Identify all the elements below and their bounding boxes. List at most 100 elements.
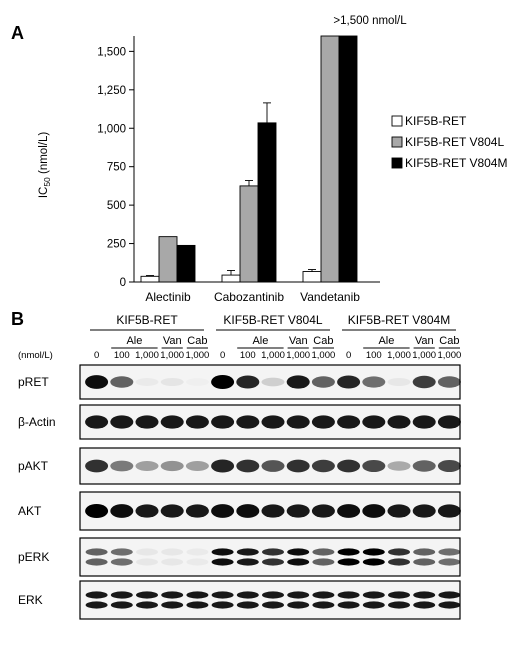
blot-band xyxy=(388,601,410,609)
blot-band xyxy=(437,376,461,388)
blot-band xyxy=(161,601,184,609)
y-axis-label-main: IC xyxy=(38,187,50,199)
blot-row-akt: AKT xyxy=(18,491,461,531)
dose-label: 1,000 xyxy=(160,350,184,361)
blot-rows: pRET β-Actin pAKT AKT pERK ERK xyxy=(18,364,461,620)
blot-band xyxy=(186,558,209,566)
blot-band xyxy=(312,601,335,609)
blot-band xyxy=(110,601,133,609)
blot-band xyxy=(286,415,310,429)
blot-band xyxy=(110,460,134,472)
blot-band xyxy=(312,558,335,566)
bar-kif5b-ret-v804m-alectinib xyxy=(176,244,196,283)
bar-kif5b-ret-v804l-vandetanib xyxy=(320,35,340,283)
dose-label: 1,000 xyxy=(135,350,159,361)
blot-band xyxy=(211,375,235,389)
blot-band xyxy=(413,558,436,566)
blot-band xyxy=(337,548,360,556)
dose-label: 1,000 xyxy=(438,350,462,361)
blot-band xyxy=(236,415,260,429)
blot-band xyxy=(262,558,284,566)
legend-swatch xyxy=(391,115,403,127)
bar-kif5b-ret-v804l-alectinib xyxy=(158,236,178,283)
blot-band xyxy=(286,459,310,473)
blot-band xyxy=(312,548,335,556)
blot-band xyxy=(262,601,284,609)
blot-row-label: pAKT xyxy=(18,459,49,473)
blot-band xyxy=(261,377,285,387)
blot-band xyxy=(287,591,310,599)
legend-label: KIF5B-RET V804M xyxy=(405,156,507,170)
blot-band xyxy=(211,601,234,609)
dose-label: 100 xyxy=(240,350,256,361)
drug-label: Cab xyxy=(313,335,333,347)
blot-band xyxy=(136,601,158,609)
dose-unit-label: (nmol/L) xyxy=(18,350,53,361)
bar-kif5b-ret-v804l-cabozantinib xyxy=(239,185,259,283)
blot-band xyxy=(186,601,209,609)
blot-band xyxy=(287,558,310,566)
blot-band xyxy=(136,591,158,599)
blot-band xyxy=(286,375,310,389)
blot-band xyxy=(135,504,159,518)
blot-band xyxy=(362,601,385,609)
blot-group-header: KIF5B-RET V804L xyxy=(223,313,322,327)
dose-label: 1,000 xyxy=(286,350,310,361)
blot-band xyxy=(261,415,285,429)
blot-band xyxy=(388,558,410,566)
blot-band xyxy=(160,504,184,518)
y-tick-label: 0 xyxy=(120,277,126,289)
blot-band xyxy=(362,558,385,566)
y-tick-label: 500 xyxy=(107,200,126,212)
legend-label: KIF5B-RET xyxy=(405,114,467,128)
blot-band xyxy=(438,591,461,599)
blot-row-pakt: pAKT xyxy=(18,447,461,485)
blot-row-pret: pRET xyxy=(18,364,461,400)
blot-band xyxy=(437,504,461,518)
blot-band xyxy=(85,459,109,473)
legend-swatch xyxy=(391,136,403,148)
y-tick-label: 750 xyxy=(107,162,126,174)
blot-band xyxy=(236,591,259,599)
blot-header: KIF5B-RET Ale Van Cab KIF5B-RET V804L Ale Van C… xyxy=(18,313,461,361)
blot-band xyxy=(211,459,235,473)
blot-band xyxy=(437,459,461,473)
blot-band xyxy=(362,415,386,429)
blot-membrane xyxy=(79,364,461,400)
blot-band xyxy=(185,504,209,518)
blot-band xyxy=(211,591,234,599)
blot-band xyxy=(337,415,361,429)
y-tick-label: 1,500 xyxy=(97,46,126,58)
dose-label: 1,000 xyxy=(186,350,210,361)
blot-band xyxy=(185,461,209,471)
blot-band xyxy=(85,591,108,599)
blot-band xyxy=(236,459,260,473)
blot-band xyxy=(337,504,361,518)
blot-band xyxy=(438,558,461,566)
legend-label: KIF5B-RET V804L xyxy=(405,135,504,149)
blot-band xyxy=(135,378,159,386)
ic50-bar-chart: 0 250 500 750 1,000 1,250 1,500 Alectinib Caboz… xyxy=(38,15,507,304)
blot-band xyxy=(412,504,436,518)
blot-band xyxy=(161,591,184,599)
blot-band xyxy=(135,415,159,429)
blot-band xyxy=(337,601,360,609)
blot-band xyxy=(362,504,386,518)
blot-band xyxy=(262,548,284,556)
blot-band xyxy=(110,558,133,566)
blot-band xyxy=(185,415,209,429)
blot-band xyxy=(211,548,234,556)
blot-band xyxy=(85,601,108,609)
blot-band xyxy=(362,376,386,388)
blot-row-actin: β-Actin xyxy=(18,404,461,440)
y-axis-label-unit: (nmol/L) xyxy=(38,132,50,178)
blot-band xyxy=(311,504,335,518)
blot-band xyxy=(236,601,259,609)
blot-band xyxy=(236,548,259,556)
y-tick-labels: 0 250 500 750 1,000 1,250 1,500 xyxy=(97,46,126,289)
blot-membrane xyxy=(79,580,461,620)
drug-label: Ale xyxy=(378,335,394,347)
bar-kif5b-ret-alectinib xyxy=(140,275,160,283)
chart-legend: KIF5B-RET KIF5B-RET V804L KIF5B-RET V804M xyxy=(391,114,507,170)
